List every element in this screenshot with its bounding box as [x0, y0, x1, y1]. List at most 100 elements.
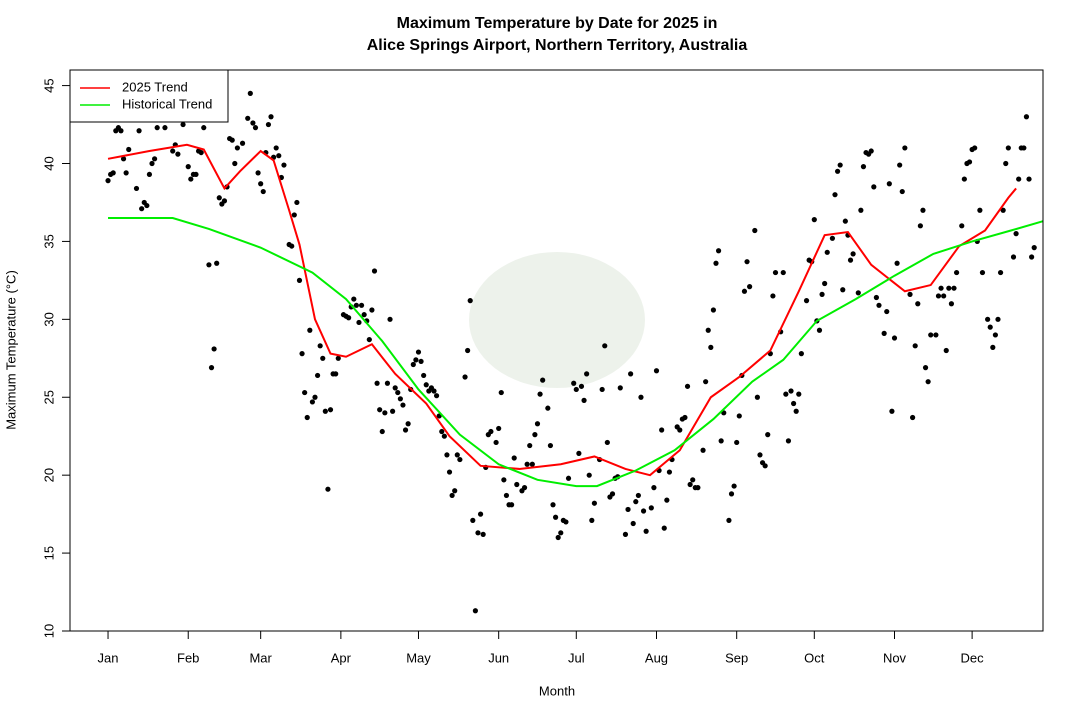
point [294, 199, 300, 206]
point [744, 259, 750, 265]
point [586, 472, 592, 478]
point [1016, 176, 1022, 182]
point [847, 257, 854, 263]
point [105, 178, 111, 184]
point [299, 351, 305, 357]
y-tick-label: 25 [41, 390, 56, 404]
x-tick-label: Jan [98, 650, 119, 665]
point [265, 121, 272, 128]
point [661, 525, 667, 531]
point [715, 248, 722, 254]
point [783, 391, 789, 397]
point [374, 380, 380, 386]
point [252, 125, 259, 131]
point [151, 156, 158, 162]
point [289, 243, 295, 249]
point [972, 145, 978, 151]
point [897, 162, 903, 168]
point [291, 212, 297, 218]
point [198, 149, 204, 156]
x-tick-label: Apr [331, 650, 352, 665]
point [816, 327, 823, 333]
point [211, 346, 217, 352]
x-tick-label: Jul [568, 650, 585, 665]
point [855, 290, 861, 296]
point [584, 371, 590, 377]
point [1023, 114, 1030, 120]
point [511, 455, 517, 461]
point [850, 251, 856, 257]
point [1003, 160, 1009, 167]
point [791, 400, 797, 407]
point [609, 491, 616, 497]
point [1005, 145, 1011, 151]
point [232, 160, 238, 167]
x-tick-label: Sep [725, 650, 748, 665]
legend-box [69, 69, 229, 123]
point [907, 291, 913, 297]
point [832, 192, 838, 198]
point [488, 428, 494, 435]
point [829, 235, 836, 241]
point [390, 408, 396, 414]
point [454, 452, 460, 458]
point [819, 291, 825, 297]
point [884, 308, 890, 315]
point [392, 385, 398, 391]
point [465, 347, 471, 354]
point [690, 477, 696, 483]
point [467, 298, 473, 304]
point [214, 260, 220, 266]
point [120, 156, 127, 162]
point [682, 414, 688, 421]
point [402, 427, 409, 433]
point [651, 485, 657, 491]
point [239, 140, 246, 146]
point [387, 316, 393, 322]
point [710, 307, 717, 313]
point [630, 520, 636, 527]
point [840, 287, 846, 293]
point [785, 438, 792, 444]
point [216, 195, 222, 201]
point [868, 148, 874, 154]
point [552, 514, 559, 520]
point [423, 382, 429, 388]
x-tick-label: Feb [177, 650, 199, 665]
x-tick-label: Dec [961, 650, 985, 665]
point [304, 414, 310, 421]
point [770, 293, 776, 299]
point [136, 128, 142, 134]
point [992, 332, 998, 338]
point [922, 365, 929, 371]
point [457, 456, 463, 463]
point [617, 385, 623, 391]
point [811, 217, 817, 223]
point [413, 357, 419, 363]
point [268, 114, 274, 120]
point [477, 511, 484, 517]
point [648, 505, 654, 511]
point [643, 528, 649, 534]
point [995, 316, 1001, 322]
point [653, 368, 660, 374]
point [948, 301, 955, 307]
point [377, 407, 383, 413]
point [687, 481, 693, 488]
point [684, 383, 691, 389]
point [752, 227, 758, 234]
point [933, 332, 939, 338]
point [1031, 245, 1037, 251]
point [938, 285, 944, 291]
point [803, 298, 810, 304]
point [258, 181, 264, 187]
point [371, 268, 378, 274]
point [946, 285, 952, 291]
point [498, 389, 504, 396]
point [400, 402, 406, 408]
point [979, 269, 986, 276]
point [229, 137, 235, 143]
point [966, 159, 973, 165]
point [118, 128, 124, 134]
